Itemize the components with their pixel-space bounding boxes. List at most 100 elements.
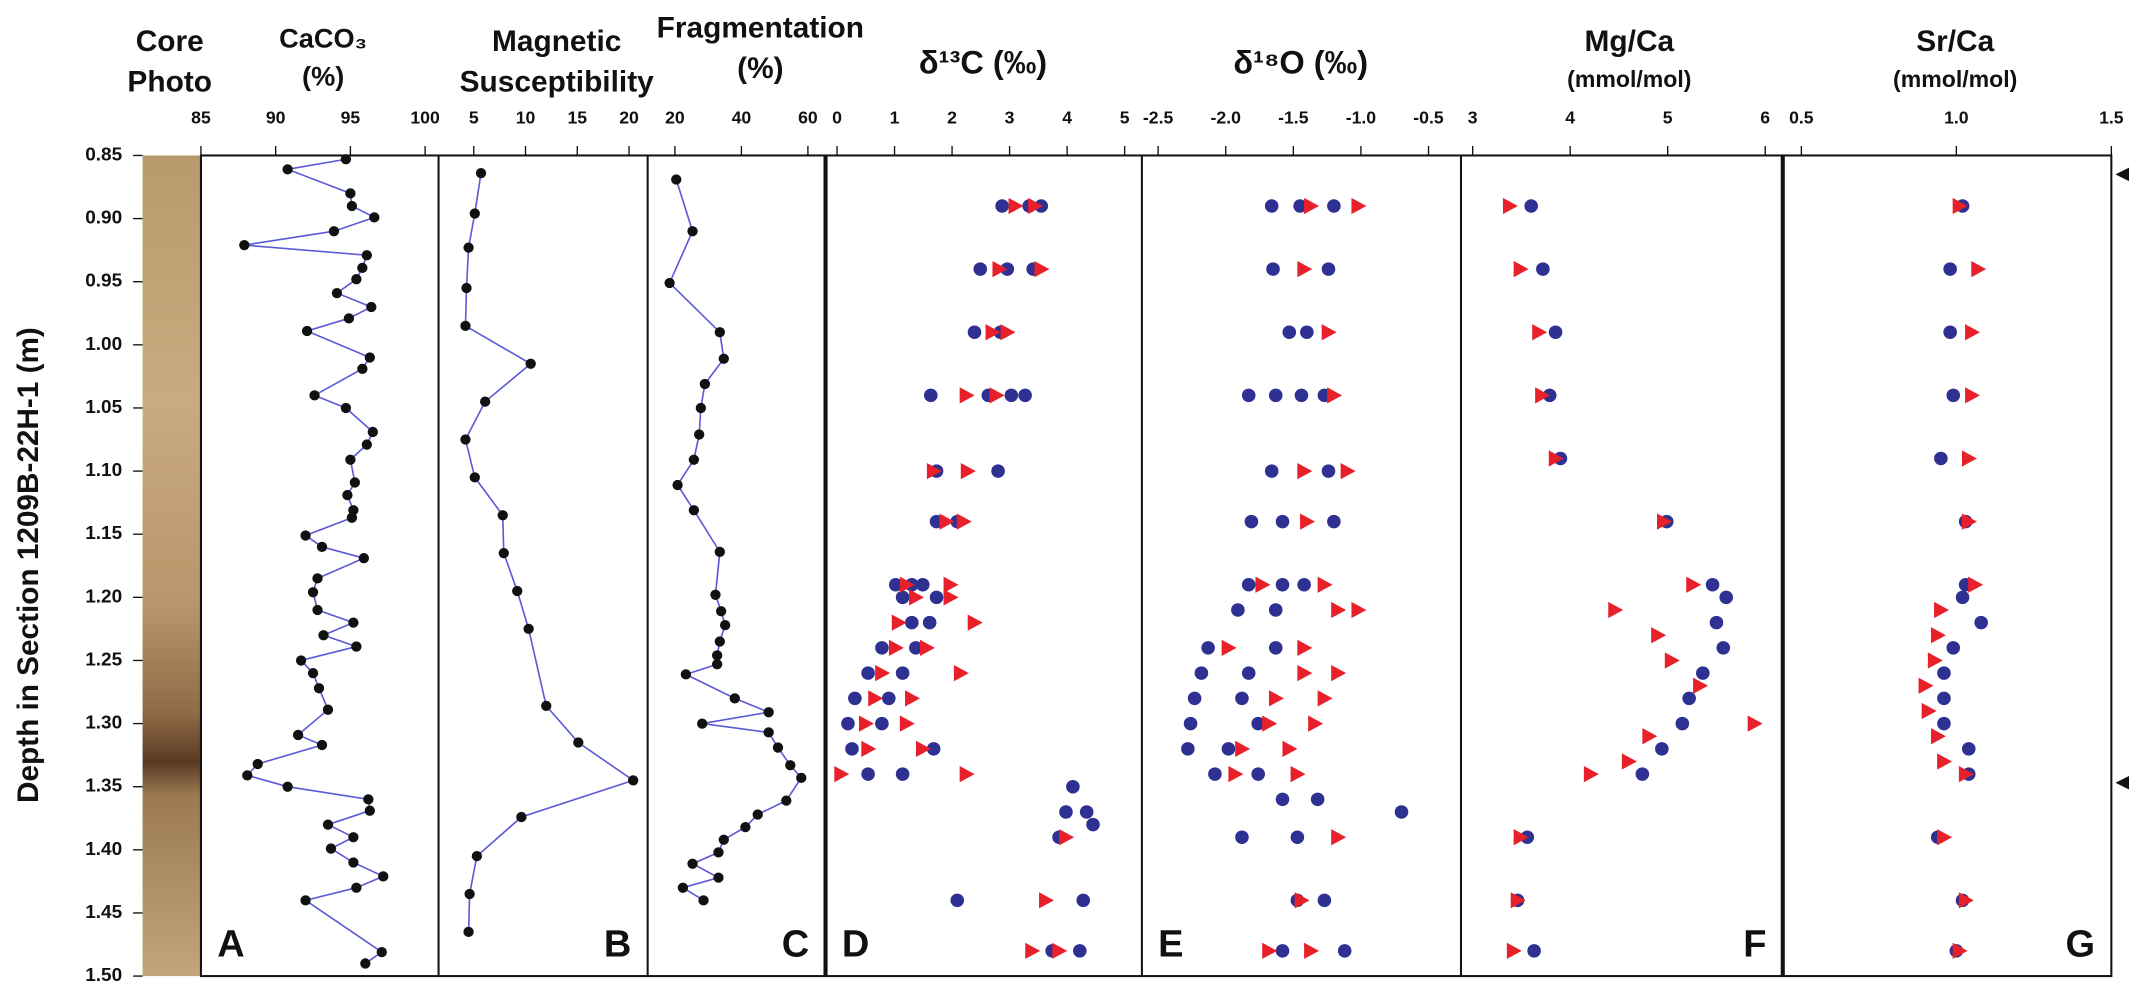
data-point <box>498 548 509 559</box>
data-point <box>342 489 353 501</box>
data-point <box>469 208 480 219</box>
x-tick-label: 15 <box>567 108 587 128</box>
data-marker <box>1943 325 1957 339</box>
x-tick-label: 85 <box>191 108 211 128</box>
panel-letter: E <box>1158 923 1183 965</box>
data-point <box>763 727 774 738</box>
data-marker <box>1317 893 1332 908</box>
x-tick-label: 1.5 <box>2099 108 2124 128</box>
data-point <box>252 758 263 770</box>
data-point <box>763 707 774 718</box>
panel-title: δ¹³C (‰) <box>919 45 1047 81</box>
data-point <box>694 429 705 440</box>
data-point <box>346 512 358 523</box>
data-marker <box>1965 324 1981 341</box>
data-point <box>348 832 359 843</box>
data-point <box>313 683 325 694</box>
panel-letter: D <box>842 923 869 965</box>
data-marker <box>1294 388 1309 403</box>
data-marker <box>861 767 875 781</box>
data-point <box>363 794 374 805</box>
panel-title: CaCO₃ <box>279 23 367 54</box>
panel-title: Core <box>136 25 204 58</box>
data-point <box>523 623 534 635</box>
data-marker <box>1241 388 1256 403</box>
data-marker <box>926 462 942 480</box>
data-marker <box>991 464 1005 478</box>
data-marker <box>1705 577 1720 592</box>
data-marker <box>1264 464 1279 478</box>
data-point <box>295 655 307 666</box>
data-marker <box>848 691 862 706</box>
data-marker <box>895 590 910 605</box>
data-marker <box>899 576 915 593</box>
data-point <box>796 772 807 784</box>
data-point <box>318 630 329 641</box>
panel-title: (mmol/mol) <box>1893 66 2017 92</box>
data-marker <box>995 199 1009 213</box>
data-marker <box>1965 387 1981 404</box>
data-marker <box>1086 817 1100 832</box>
data-point <box>628 775 639 786</box>
data-point <box>464 888 475 900</box>
x-tick-label: -2.5 <box>1143 108 1174 128</box>
data-marker <box>1340 462 1356 480</box>
data-marker <box>1513 829 1529 846</box>
data-point <box>307 667 319 679</box>
data-point <box>346 200 358 212</box>
data-marker <box>1934 601 1950 619</box>
data-marker <box>1004 388 1019 403</box>
data-marker <box>1183 716 1198 731</box>
data-marker <box>992 260 1008 278</box>
data-point <box>331 287 343 299</box>
data-marker <box>1532 324 1548 341</box>
data-point <box>345 188 356 199</box>
data-marker <box>1655 742 1669 756</box>
data-marker <box>1548 450 1564 467</box>
data-marker <box>1351 601 1367 619</box>
data-marker <box>1221 639 1237 656</box>
data-point <box>525 358 536 369</box>
x-tick-label: 2 <box>947 108 957 128</box>
data-marker <box>1235 691 1249 706</box>
data-marker <box>959 387 975 404</box>
data-marker <box>1709 615 1724 630</box>
data-point <box>752 809 763 820</box>
data-marker <box>1642 728 1658 745</box>
y-tick-label: 1.35 <box>85 776 122 797</box>
data-marker <box>1327 514 1341 529</box>
data-point <box>292 729 304 741</box>
data-marker <box>1241 666 1256 680</box>
data-point <box>471 851 483 862</box>
data-point <box>357 363 368 374</box>
y-tick-label: 1.50 <box>85 965 122 986</box>
data-point <box>360 958 371 969</box>
data-marker <box>956 513 972 530</box>
x-tick-label: 5 <box>469 108 479 128</box>
data-point <box>242 770 253 781</box>
data-point <box>301 325 313 337</box>
data-marker <box>1696 666 1710 680</box>
data-marker <box>1208 767 1222 781</box>
data-marker <box>1686 576 1702 593</box>
data-point <box>713 847 724 858</box>
data-point <box>688 505 700 516</box>
data-marker <box>1608 601 1624 619</box>
data-marker <box>1716 641 1731 655</box>
data-point <box>699 378 711 390</box>
y-tick-label: 1.25 <box>85 649 122 670</box>
data-marker <box>1039 892 1054 909</box>
data-point <box>677 882 689 893</box>
data-marker <box>1310 792 1325 807</box>
data-line <box>668 179 803 902</box>
data-marker <box>1018 388 1032 403</box>
data-point <box>316 541 328 552</box>
data-marker <box>1930 627 1946 644</box>
data-marker <box>875 664 891 682</box>
data-marker <box>845 742 859 756</box>
data-point <box>711 659 723 670</box>
data-marker <box>1187 691 1202 706</box>
data-marker <box>1266 262 1280 276</box>
data-marker <box>1968 576 1984 593</box>
data-point <box>239 239 250 251</box>
